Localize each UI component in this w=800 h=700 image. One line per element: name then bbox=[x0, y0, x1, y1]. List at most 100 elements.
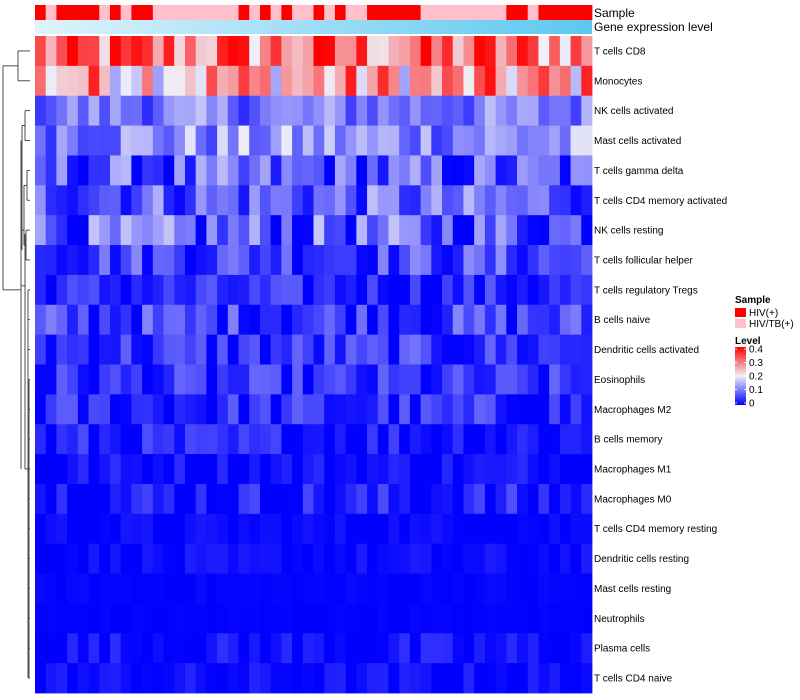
heatmap-cell bbox=[388, 215, 400, 246]
heatmap-cell bbox=[249, 424, 261, 455]
heatmap-cell bbox=[163, 334, 175, 365]
heatmap-cell bbox=[109, 364, 122, 395]
heatmap-cell bbox=[259, 543, 272, 574]
heatmap-cell bbox=[420, 65, 432, 97]
heatmap-cell bbox=[184, 364, 197, 395]
heatmap-cell bbox=[356, 663, 368, 694]
heatmap-cell bbox=[442, 65, 454, 97]
heatmap-cell bbox=[581, 573, 593, 604]
heatmap-cell bbox=[538, 513, 550, 545]
heatmap-cell bbox=[420, 364, 432, 395]
heatmap-cell bbox=[442, 424, 454, 455]
heatmap-cell bbox=[249, 65, 261, 97]
sample-annotation-cell bbox=[420, 5, 432, 20]
heatmap-cell bbox=[463, 274, 475, 306]
heatmap-cell bbox=[281, 155, 293, 186]
heatmap-cell bbox=[56, 364, 68, 395]
heatmap-cell bbox=[77, 125, 89, 156]
heatmap-cell bbox=[249, 454, 261, 485]
heatmap-cell bbox=[174, 36, 186, 67]
heatmap-cell bbox=[495, 513, 507, 545]
heatmap-cell bbox=[367, 543, 379, 574]
heatmap-cell bbox=[549, 394, 561, 425]
heatmap-cell bbox=[120, 36, 132, 67]
heatmap-cell bbox=[195, 513, 207, 545]
heatmap-cell bbox=[345, 304, 357, 336]
heatmap-cell bbox=[109, 573, 122, 604]
heatmap-cell bbox=[120, 663, 132, 694]
sample-annotation-cell bbox=[217, 5, 229, 20]
heatmap-cell bbox=[302, 245, 314, 276]
heatmap-cell bbox=[538, 274, 550, 306]
heatmap-cell bbox=[570, 95, 582, 126]
sample-annotation-cell bbox=[559, 5, 571, 20]
heatmap-cell bbox=[324, 454, 336, 485]
row-label: Plasma cells bbox=[594, 644, 650, 655]
heatmap-cell bbox=[120, 215, 132, 246]
heatmap-cell bbox=[302, 454, 314, 485]
heatmap-cell bbox=[367, 334, 379, 365]
heatmap-cell bbox=[527, 454, 539, 485]
heatmap-cell bbox=[549, 424, 561, 455]
row-label: T cells regulatory Tregs bbox=[594, 285, 698, 296]
heatmap-cell bbox=[292, 274, 304, 306]
heatmap-cell bbox=[367, 185, 379, 216]
heatmap-cell bbox=[463, 65, 475, 97]
heatmap-cell bbox=[195, 65, 207, 97]
heatmap-cell bbox=[559, 633, 571, 664]
heatmap-cell bbox=[570, 543, 582, 574]
legend-label-hiv: HIV(+) bbox=[749, 308, 778, 319]
heatmap-cell bbox=[131, 304, 143, 336]
heatmap-cell bbox=[495, 65, 507, 97]
heatmap-cell bbox=[249, 95, 261, 126]
heatmap-cell bbox=[163, 543, 175, 574]
sample-annotation-cell bbox=[313, 5, 325, 20]
heatmap-cell bbox=[463, 394, 475, 425]
heatmap-cell bbox=[292, 185, 304, 216]
heatmap-cell bbox=[77, 95, 89, 126]
heatmap-cell bbox=[463, 36, 475, 67]
heatmap-cell bbox=[131, 185, 143, 216]
sample-annotation-cell bbox=[99, 5, 111, 20]
heatmap-cell bbox=[324, 394, 336, 425]
heatmap-cell bbox=[313, 513, 325, 545]
heatmap-cell bbox=[549, 185, 561, 216]
heatmap-cell bbox=[99, 513, 111, 545]
heatmap-cell bbox=[484, 364, 496, 395]
heatmap-cell bbox=[388, 185, 400, 216]
heatmap-cell bbox=[388, 245, 400, 276]
heatmap-cell bbox=[152, 274, 164, 306]
heatmap-cell bbox=[324, 125, 336, 156]
heatmap-cell bbox=[377, 394, 389, 425]
heatmap-cell bbox=[345, 454, 357, 485]
heatmap-cell bbox=[88, 513, 100, 545]
row-label: T cells follicular helper bbox=[594, 256, 693, 267]
heatmap-cell bbox=[506, 364, 518, 395]
heatmap-cell bbox=[420, 185, 432, 216]
heatmap-cell bbox=[313, 454, 325, 485]
heatmap-cell bbox=[431, 334, 443, 365]
sample-annotation-cell bbox=[474, 5, 486, 20]
heatmap-cell bbox=[120, 543, 132, 574]
heatmap-cell bbox=[302, 95, 314, 126]
heatmap-cell bbox=[334, 663, 347, 694]
heatmap-cell bbox=[206, 95, 218, 126]
heatmap-cell bbox=[131, 663, 143, 694]
heatmap-cell bbox=[367, 394, 379, 425]
heatmap-cell bbox=[484, 215, 496, 246]
heatmap-cell bbox=[495, 334, 507, 365]
heatmap-cell bbox=[131, 513, 143, 545]
heatmap-cell bbox=[324, 95, 336, 126]
heatmap-cell bbox=[217, 125, 229, 156]
heatmap-cell bbox=[517, 215, 529, 246]
heatmap-cell bbox=[45, 185, 57, 216]
heatmap-cell bbox=[388, 125, 400, 156]
heatmap-cell bbox=[538, 573, 550, 604]
heatmap-cell bbox=[142, 424, 154, 455]
heatmap-cell bbox=[570, 304, 582, 336]
heatmap-cell bbox=[334, 304, 347, 336]
heatmap-cell bbox=[259, 663, 272, 694]
heatmap-cell bbox=[420, 304, 432, 336]
heatmap-cell bbox=[152, 95, 164, 126]
